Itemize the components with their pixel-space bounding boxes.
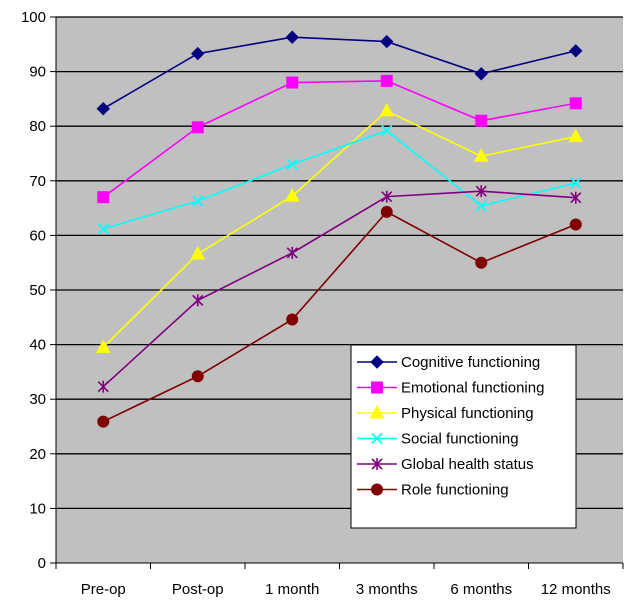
- y-tick-label: 70: [29, 173, 46, 190]
- x-tick-label: Pre-op: [81, 581, 126, 598]
- data-point: [97, 191, 110, 204]
- data-point: [570, 177, 582, 189]
- y-tick-label: 90: [29, 64, 46, 81]
- data-point: [380, 34, 394, 49]
- data-point: [191, 46, 205, 61]
- legend-label: Global health status: [401, 456, 534, 473]
- series-line: [102, 36, 576, 110]
- data-point: [473, 148, 489, 162]
- data-point: [97, 223, 109, 235]
- data-point: [97, 380, 109, 393]
- data-point: [475, 200, 487, 212]
- data-point: [286, 313, 299, 326]
- legend-label: Emotional functioning: [401, 380, 544, 397]
- legend: Cognitive functioning Emotional functioni…: [350, 344, 577, 529]
- y-tick-label: 0: [38, 555, 46, 572]
- legend-label: Role functioning: [401, 482, 509, 499]
- series-0: [96, 30, 583, 116]
- y-tick-label: 80: [29, 118, 46, 135]
- legend-item: Cognitive functioning: [357, 354, 540, 371]
- data-point: [191, 121, 204, 134]
- series-line: [102, 109, 576, 348]
- x-tick-label: 12 months: [541, 581, 611, 598]
- legend-marker: [371, 458, 383, 470]
- data-point: [381, 124, 393, 137]
- legend-marker: [371, 483, 383, 496]
- series-4: [97, 185, 582, 393]
- legend-box: [350, 344, 577, 529]
- legend-marker: [370, 355, 384, 369]
- data-point: [380, 74, 393, 87]
- data-point: [286, 246, 298, 259]
- legend-label: Social functioning: [401, 431, 519, 448]
- data-point: [192, 195, 204, 207]
- legend-label: Physical functioning: [401, 405, 534, 422]
- series-line: [102, 80, 576, 198]
- data-point: [284, 188, 300, 202]
- data-point: [569, 44, 583, 58]
- y-tick-label: 30: [29, 391, 46, 408]
- data-point: [475, 185, 487, 198]
- data-point: [286, 158, 298, 171]
- data-point: [190, 245, 206, 260]
- legend-marker: [371, 432, 383, 445]
- series-line: [102, 210, 577, 423]
- y-tick-label: 60: [29, 227, 46, 244]
- y-tick-label: 20: [29, 446, 46, 463]
- data-point: [96, 102, 110, 116]
- data-point: [475, 256, 488, 269]
- series-3: [97, 124, 582, 235]
- x-tick-label: 6 months: [450, 581, 512, 598]
- data-point: [569, 97, 582, 110]
- legend-item: Physical functioning: [357, 404, 534, 422]
- y-tick-label: 100: [21, 9, 46, 26]
- data-point: [285, 30, 299, 44]
- data-point: [286, 76, 299, 89]
- data-point: [569, 218, 582, 231]
- legend-item: Emotional functioning: [357, 380, 544, 397]
- data-point: [97, 415, 110, 428]
- data-point: [191, 370, 204, 383]
- y-tick-label: 50: [29, 282, 46, 299]
- x-tick-label: 1 month: [265, 581, 319, 598]
- x-tick-label: 3 months: [356, 581, 418, 598]
- data-point: [379, 102, 395, 117]
- y-tick-label: 40: [29, 337, 46, 354]
- legend-item: Social functioning: [357, 431, 519, 448]
- series-line: [102, 190, 576, 388]
- data-point: [474, 67, 488, 81]
- y-tick-label: 10: [29, 500, 46, 517]
- series-5: [97, 205, 582, 428]
- legend-item: Role functioning: [357, 482, 509, 499]
- data-point: [380, 205, 393, 218]
- legend-label: Cognitive functioning: [401, 354, 540, 371]
- series-line: [103, 129, 576, 230]
- legend-marker: [371, 381, 383, 394]
- data-point: [192, 294, 204, 307]
- data-point: [381, 190, 393, 203]
- data-point: [475, 114, 488, 127]
- x-tick-label: Post-op: [172, 581, 224, 598]
- data-point: [568, 128, 584, 143]
- series-1: [97, 74, 582, 204]
- series-2: [95, 102, 584, 353]
- legend-marker: [369, 404, 385, 419]
- data-point: [95, 339, 111, 353]
- data-point: [570, 191, 582, 204]
- legend-item: Global health status: [357, 456, 534, 473]
